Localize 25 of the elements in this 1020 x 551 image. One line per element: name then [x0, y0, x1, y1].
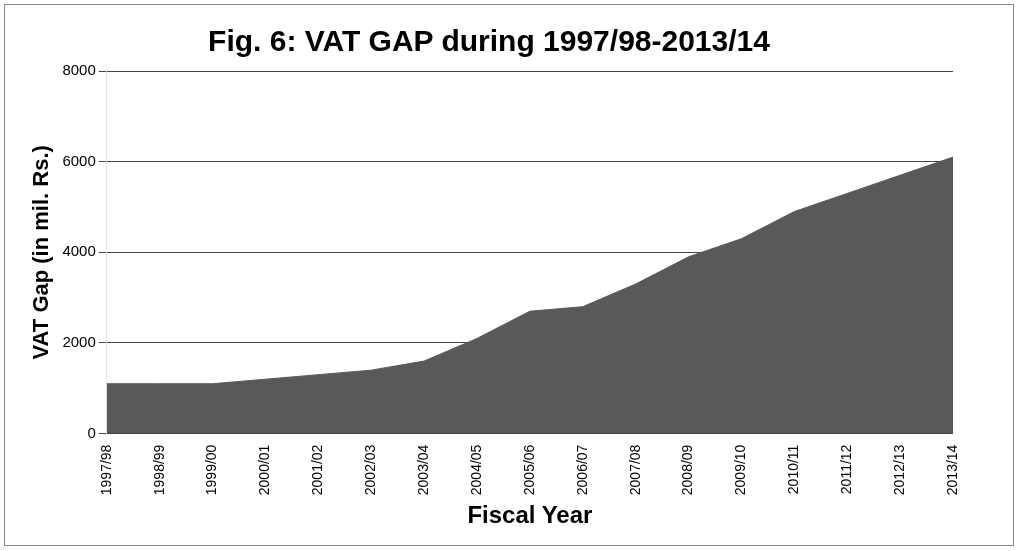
x-tick-label: 2011/12: [838, 444, 855, 495]
x-tick-label: 2012/13: [890, 444, 907, 496]
x-tick-label: 2013/14: [943, 444, 960, 496]
x-tick-label: 2000/01: [256, 444, 273, 496]
chart-title: Fig. 6: VAT GAP during 1997/98-2013/14: [208, 24, 771, 58]
x-tick-label: 2006/07: [573, 444, 590, 496]
x-tick-label: 1998/99: [150, 444, 167, 496]
x-tick-label: 2005/06: [520, 444, 537, 496]
x-tick-label: 2004/05: [467, 444, 484, 496]
y-tick-label: 0: [87, 423, 96, 441]
x-axis-title: Fiscal Year: [467, 501, 593, 529]
x-tick-label: 2010/11: [785, 444, 802, 495]
x-tick-label: 2009/10: [732, 444, 749, 496]
y-tick-label: 6000: [62, 151, 96, 169]
x-tick-label: 1999/00: [203, 444, 220, 496]
x-tick-label: 2001/02: [309, 444, 326, 496]
x-tick-label: 1997/98: [97, 444, 114, 496]
x-tick-label: 2008/09: [679, 444, 696, 496]
y-tick-label: 4000: [62, 242, 96, 260]
y-tick-label: 8000: [62, 61, 96, 79]
y-axis-title: VAT Gap (in mil. Rs.): [28, 145, 54, 360]
x-tick-label: 2007/08: [626, 444, 643, 496]
x-tick-label: 2003/04: [414, 444, 431, 496]
x-tick-label: 2002/03: [362, 444, 379, 496]
y-tick-label: 2000: [62, 333, 96, 351]
